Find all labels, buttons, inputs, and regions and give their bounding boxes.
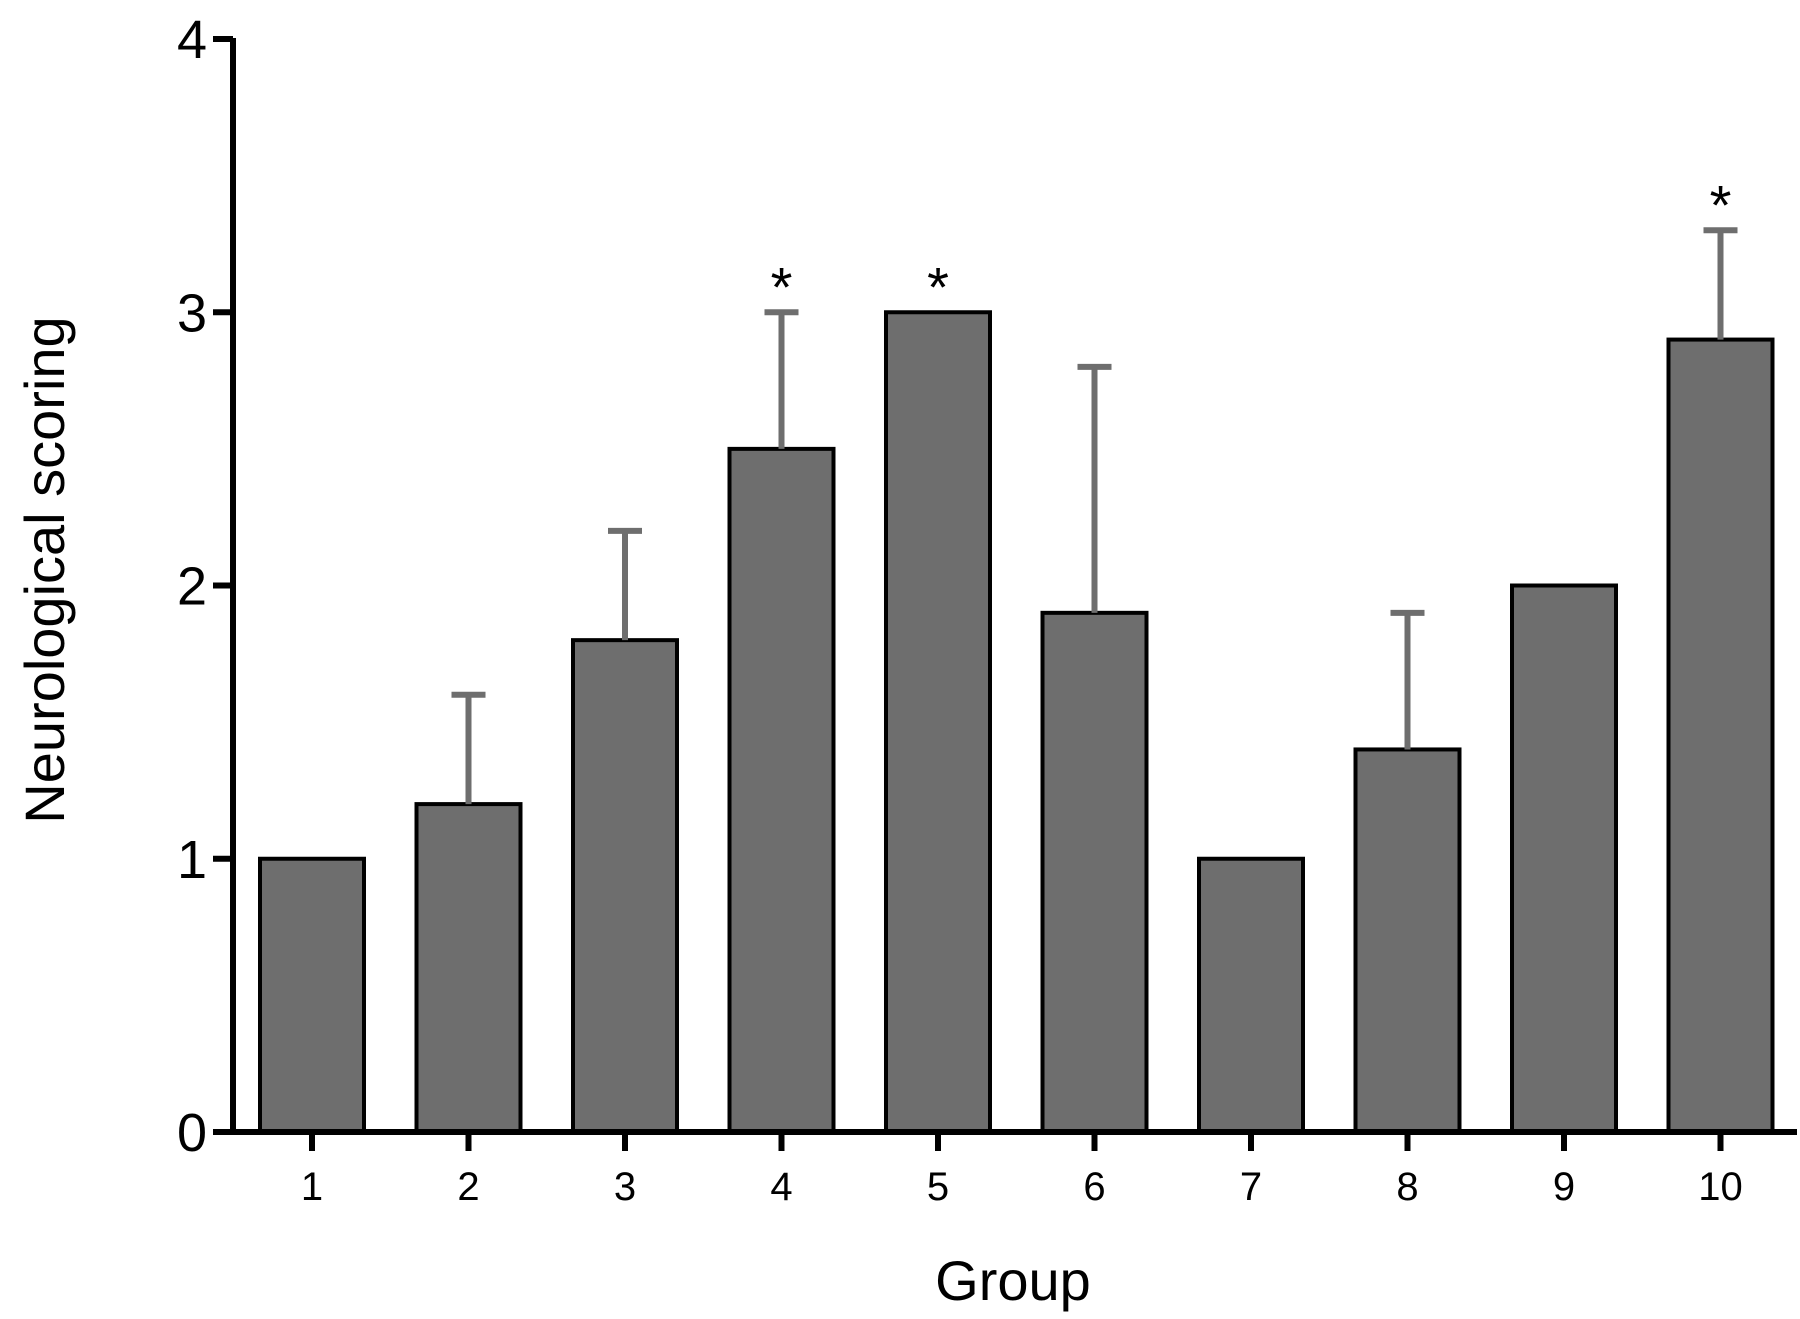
bar-group-8 [1353,747,1462,1134]
y-axis-title: Neurological scoring [13,316,76,823]
bar-group-1 [258,856,366,1134]
x-tick-label-2: 2 [457,1165,479,1209]
y-tick-label-1: 1 [177,830,207,890]
error-bars-layer [451,227,1738,805]
y-tick-label-0: 0 [177,1103,207,1163]
bar-group-9 [1510,583,1618,1134]
x-tick-label-6: 6 [1083,1165,1105,1209]
bars-layer [258,310,1775,1135]
y-tick-label-3: 3 [177,283,207,343]
bar-group-3 [571,638,679,1135]
bar-group-4 [727,446,836,1134]
bar-group-7 [1197,856,1305,1134]
significance-marker-group-5: * [927,255,949,318]
x-tick-label-3: 3 [614,1165,636,1209]
y-tick-label-4: 4 [177,10,207,70]
bar-group-2 [414,802,523,1134]
y-tick-label-2: 2 [177,557,207,617]
x-tick-label-1: 1 [301,1165,323,1209]
x-tick-label-9: 9 [1553,1165,1575,1209]
labels-layer: 1 2 3 * 4 * 5 6 7 8 9 * 10 0 1 2 3 4 [177,10,1743,1209]
x-tick-label-5: 5 [927,1165,949,1209]
significance-marker-group-10: * [1710,173,1732,236]
axes-layer [213,36,1797,1151]
x-axis-title: Group [935,1249,1091,1312]
x-tick-label-4: 4 [770,1165,792,1209]
x-tick-label-10: 10 [1698,1165,1743,1209]
bar-group-6 [1040,610,1149,1134]
bar-group-10 [1666,337,1775,1134]
bar-group-5 [884,310,992,1134]
x-tick-label-8: 8 [1396,1165,1418,1209]
x-tick-label-7: 7 [1240,1165,1262,1209]
significance-marker-group-4: * [771,255,793,318]
